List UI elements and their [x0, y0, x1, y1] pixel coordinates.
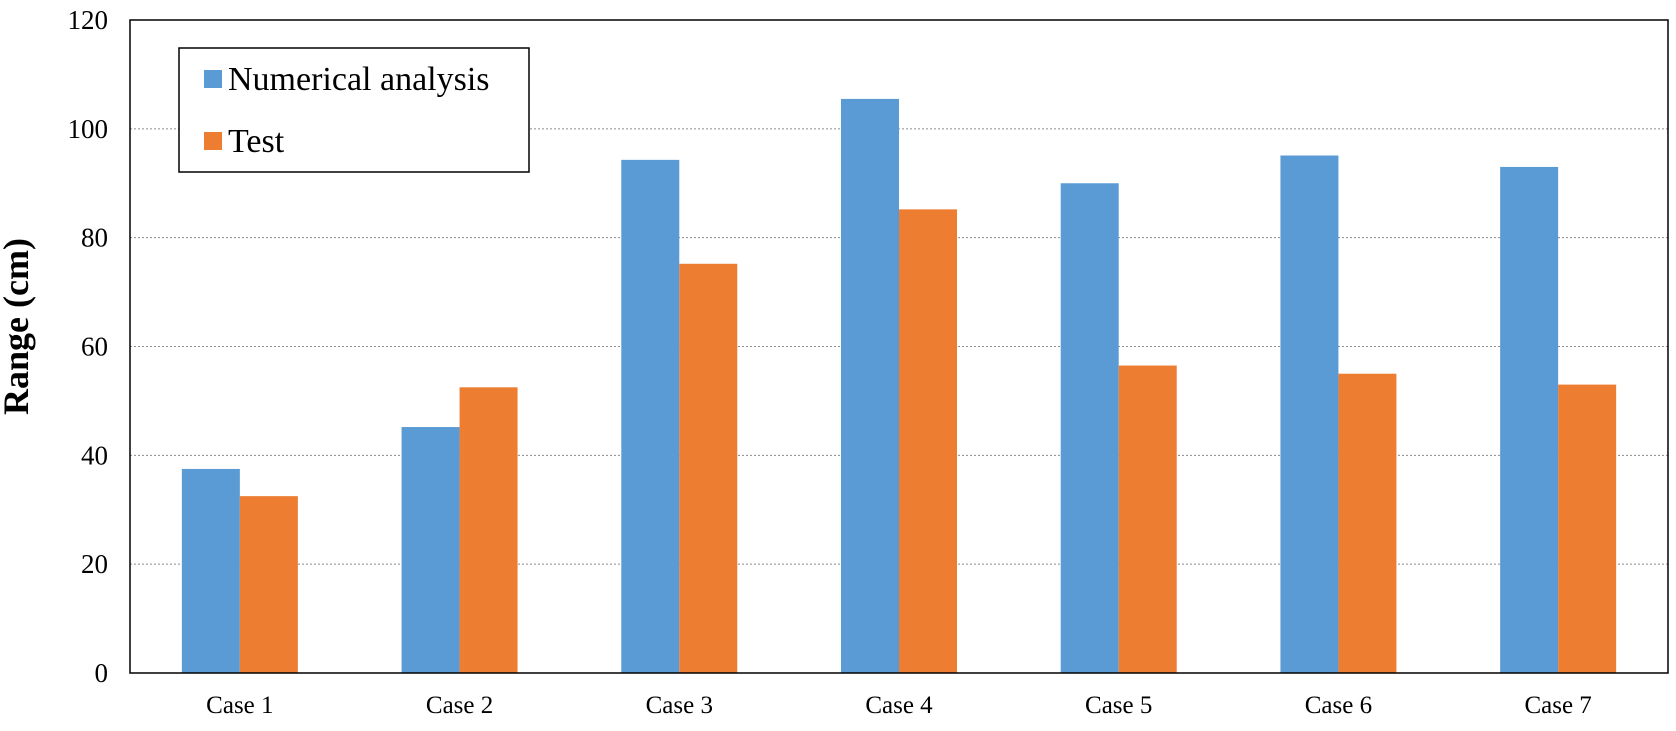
x-tick-label: Case 2 [426, 692, 493, 719]
bar-numerical-analysis-5 [1060, 183, 1119, 673]
legend: Numerical analysis Test [178, 47, 530, 173]
bar-numerical-analysis-7 [1500, 166, 1559, 674]
x-tick-label: Case 4 [865, 692, 933, 719]
bar-test-1 [239, 496, 298, 673]
plot-area-frame [129, 19, 1669, 674]
y-tick-label: 0 [95, 658, 109, 688]
bar-test-2 [459, 387, 518, 673]
bar-test-4 [899, 209, 957, 673]
bars [181, 98, 1617, 674]
legend-label: Test [228, 123, 285, 160]
legend-box [178, 47, 530, 173]
legend-swatch [204, 70, 222, 88]
bar-test-5 [1118, 365, 1177, 673]
y-axis-label: Range (cm) [0, 238, 36, 415]
y-tick-label: 60 [81, 332, 108, 362]
bar-numerical-analysis-4 [841, 98, 899, 673]
y-axis-ticks: 0 20 40 60 80 100 120 [68, 5, 109, 688]
y-tick-label: 100 [68, 114, 109, 144]
bar-numerical-analysis-6 [1280, 155, 1339, 673]
x-tick-label: Case 5 [1085, 692, 1152, 719]
y-tick-label: 20 [81, 549, 108, 579]
x-tick-label: Case 3 [646, 692, 713, 719]
x-tick-label: Case 1 [206, 692, 273, 719]
x-axis-ticks: Case 1 Case 2 Case 3 Case 4 Case 5 Case 6 Case… [206, 692, 1592, 719]
bar-numerical-analysis-2 [401, 427, 460, 673]
y-tick-label: 40 [81, 440, 108, 470]
bar-test-6 [1338, 373, 1397, 673]
bar-numerical-analysis-1 [181, 468, 240, 673]
y-tick-label: 80 [81, 223, 108, 253]
bar-test-7 [1558, 384, 1617, 673]
x-tick-label: Case 7 [1524, 692, 1591, 719]
legend-swatch [204, 132, 222, 150]
bar-test-3 [679, 263, 738, 673]
bar-numerical-analysis-3 [621, 159, 680, 673]
x-tick-label: Case 6 [1305, 692, 1372, 719]
legend-label: Numerical analysis [228, 61, 490, 98]
y-tick-label: 120 [68, 5, 109, 35]
